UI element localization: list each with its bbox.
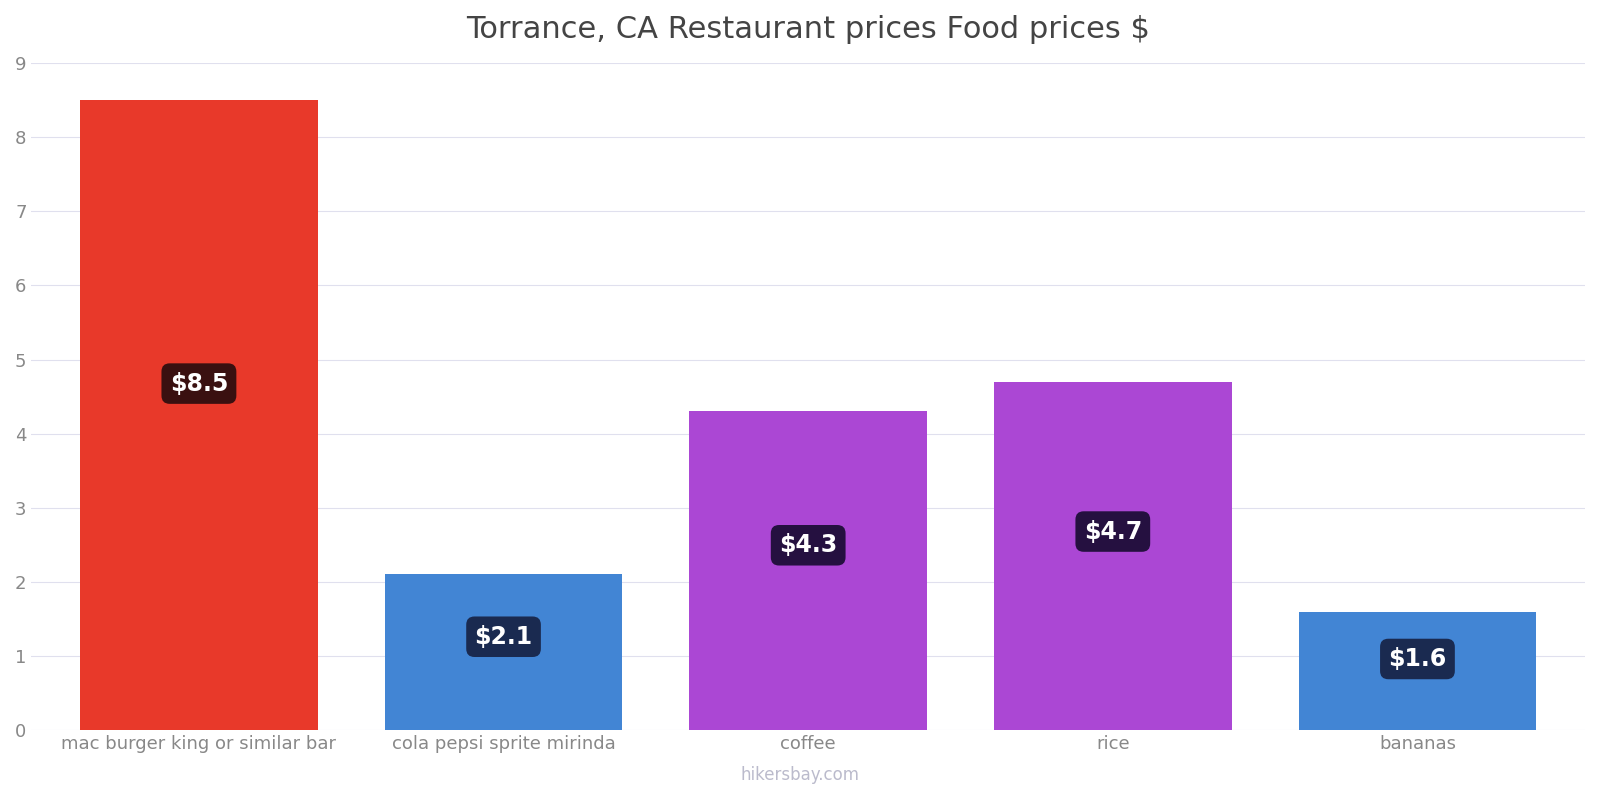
Bar [690,411,926,730]
Text: $1.6: $1.6 [1389,647,1446,671]
Bar [994,382,1232,730]
Text: $2.1: $2.1 [475,625,533,649]
Text: $4.7: $4.7 [1083,519,1142,543]
Bar [80,100,318,730]
Text: $4.3: $4.3 [779,534,837,558]
Text: hikersbay.com: hikersbay.com [741,766,859,784]
Title: Torrance, CA Restaurant prices Food prices $: Torrance, CA Restaurant prices Food pric… [466,15,1150,44]
Text: $8.5: $8.5 [170,371,229,395]
Bar [1299,611,1536,730]
Bar [384,574,622,730]
